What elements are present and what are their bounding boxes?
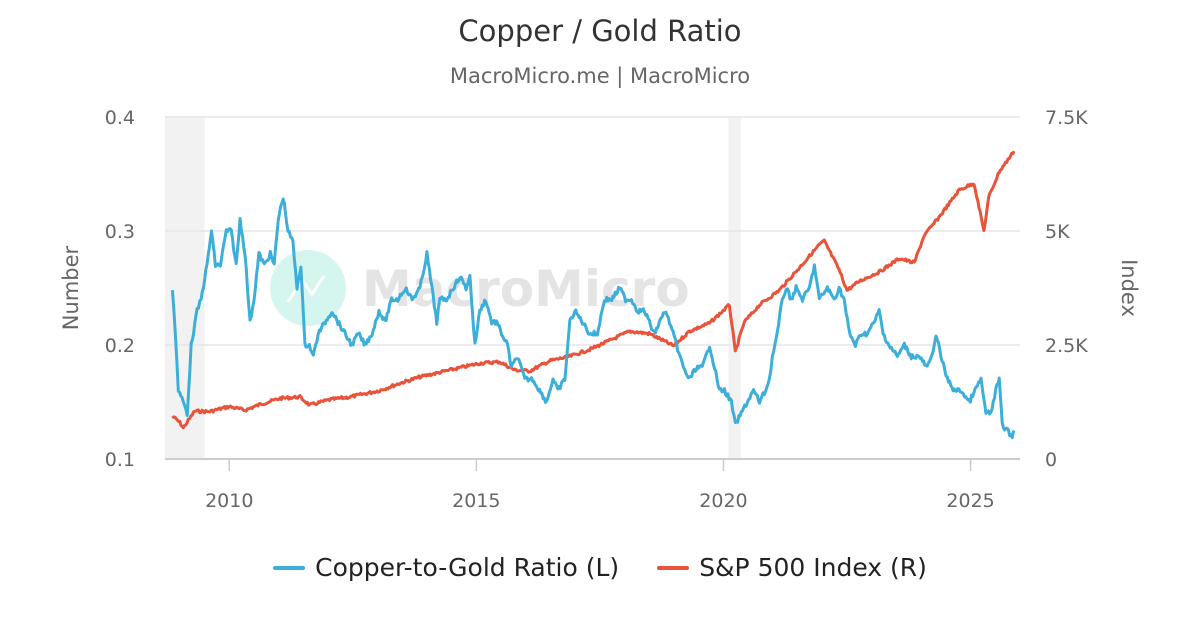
legend-swatch-blue [273, 565, 306, 570]
series-lines [170, 150, 1016, 440]
watermark-chart-icon [286, 275, 326, 303]
legend-label: Copper-to-Gold Ratio (L) [315, 553, 620, 582]
y-left-tick-label: 0.4 [105, 107, 135, 129]
legend-label: S&P 500 Index (R) [699, 553, 927, 582]
x-tick-label: 2025 [946, 490, 994, 512]
legend-item-copper-gold[interactable]: Copper-to-Gold Ratio (L) [273, 553, 619, 582]
y-right-tick-label: 2.5K [1045, 335, 1088, 357]
x-tick-label: 2020 [699, 490, 747, 512]
y-axis-left-label: Number [59, 245, 83, 330]
sp500-index-line [171, 150, 1016, 430]
x-tick-label: 2010 [205, 490, 253, 512]
y-axis-right-label: Index [1117, 259, 1141, 317]
chart-title: Copper / Gold Ratio [458, 14, 742, 48]
recession-band [728, 117, 741, 459]
y-left-tick-label: 0.1 [105, 449, 135, 471]
y-right-tick-label: 0 [1045, 449, 1057, 471]
y-left-tick-label: 0.3 [105, 221, 135, 243]
axes: 0.1 0.2 0.3 0.4 0 2.5K 5K 7.5K 2010 2015 2020 2025 [105, 107, 1088, 512]
y-right-tick-label: 5K [1045, 221, 1070, 243]
legend: Copper-to-Gold Ratio (L) S&P 500 Index (… [0, 553, 1200, 582]
x-tick-label: 2015 [452, 490, 500, 512]
chart-subtitle: MacroMicro.me | MacroMicro [449, 64, 751, 88]
legend-item-sp500[interactable]: S&P 500 Index (R) [657, 553, 927, 582]
copper-gold-ratio-line [170, 197, 1016, 440]
y-right-tick-label: 7.5K [1045, 107, 1088, 129]
y-left-tick-label: 0.2 [105, 335, 135, 357]
legend-swatch-red [657, 565, 690, 570]
